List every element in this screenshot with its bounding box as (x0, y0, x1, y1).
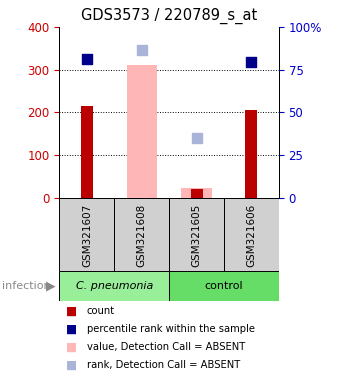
Text: ▶: ▶ (46, 280, 55, 293)
Bar (169, 198, 224, 271)
Text: ■: ■ (66, 341, 78, 354)
Bar (127, 65, 157, 198)
Text: ■: ■ (66, 323, 78, 336)
Text: GSM321606: GSM321606 (246, 204, 256, 267)
Text: GSM321605: GSM321605 (191, 204, 202, 267)
Text: C. pneumonia: C. pneumonia (75, 281, 153, 291)
Text: control: control (205, 281, 243, 291)
Text: count: count (87, 306, 115, 316)
Bar (114, 198, 169, 271)
Bar (81, 106, 93, 198)
Point (84, 56, 90, 62)
Point (139, 47, 144, 53)
Text: ■: ■ (66, 305, 78, 318)
Bar (169, 271, 279, 301)
Bar (224, 198, 279, 271)
Text: GSM321607: GSM321607 (82, 204, 92, 267)
Bar (245, 110, 257, 198)
Point (194, 135, 199, 141)
Text: percentile rank within the sample: percentile rank within the sample (87, 324, 255, 334)
Bar (59, 198, 114, 271)
Text: value, Detection Call = ABSENT: value, Detection Call = ABSENT (87, 342, 245, 352)
Point (249, 59, 254, 65)
Bar (190, 189, 203, 198)
Title: GDS3573 / 220789_s_at: GDS3573 / 220789_s_at (81, 8, 257, 24)
Bar (182, 189, 211, 198)
Text: ■: ■ (66, 359, 78, 372)
Text: GSM321608: GSM321608 (137, 204, 147, 267)
Text: rank, Detection Call = ABSENT: rank, Detection Call = ABSENT (87, 360, 240, 370)
Text: infection: infection (2, 281, 50, 291)
Bar (59, 271, 169, 301)
